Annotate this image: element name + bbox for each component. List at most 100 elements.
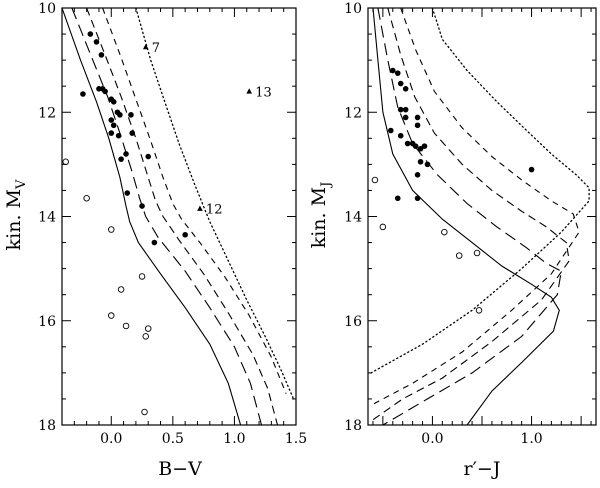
- right-filled-point: [397, 80, 404, 87]
- left-filled-point: [93, 39, 100, 45]
- right-axes: 0.0 1.0 10 12 14 16 18: [344, 1, 597, 447]
- right-filled-point: [397, 132, 404, 139]
- right-curve-short-dash: [372, 8, 580, 405]
- right-curve-dotted: [370, 8, 590, 374]
- right-open-point: [379, 223, 387, 231]
- right-filled-point: [414, 114, 421, 121]
- right-y-tick-label: 14: [344, 210, 362, 226]
- right-filled-point: [424, 161, 431, 168]
- right-curve-solid: [372, 8, 560, 425]
- left-filled-point: [115, 132, 122, 139]
- right-y-tick-label: 10: [344, 1, 362, 17]
- left-filled-point: [102, 88, 108, 95]
- left-open-point: [117, 286, 125, 293]
- right-open-point: [455, 252, 463, 259]
- left-x-tick-label: 0.0: [100, 431, 122, 447]
- left-filled-point: [110, 122, 117, 129]
- right-filled-point: [421, 143, 428, 149]
- right-filled-point: [414, 172, 421, 178]
- left-filled-point: [98, 52, 105, 58]
- right-filled-point: [388, 127, 394, 134]
- right-open-point: [475, 307, 483, 314]
- left-filled-point: [139, 203, 145, 209]
- left-filled-point: [108, 130, 115, 136]
- right-filled-point: [389, 67, 396, 74]
- left-filled-point: [123, 151, 129, 157]
- left-data-points: 7 13 12: [62, 31, 272, 416]
- right-x-tick-label: 1.0: [520, 431, 542, 447]
- right-filled-point: [414, 122, 421, 129]
- left-x-tick-label: 1.5: [285, 431, 307, 447]
- right-y-axis-label-sub: J: [319, 182, 334, 189]
- right-filled-point: [412, 143, 419, 149]
- left-open-point: [122, 322, 130, 330]
- right-x-tick-label: 0.0: [421, 431, 443, 447]
- right-open-point: [473, 249, 481, 257]
- left-open-point: [141, 408, 148, 416]
- left-x-tick-label: 0.5: [162, 431, 184, 447]
- left-open-point: [108, 226, 115, 233]
- right-y-tick-label: 18: [344, 418, 362, 434]
- right-plot-frame: [367, 7, 597, 426]
- right-y-axis-label: kin. MJ: [308, 182, 334, 249]
- left-y-axis-label: kin. MV: [3, 179, 29, 250]
- right-filled-point: [402, 114, 409, 121]
- right-filled-point: [414, 195, 421, 202]
- right-filled-point: [397, 106, 404, 113]
- left-filled-point: [129, 130, 135, 136]
- left-filled-point: [87, 31, 94, 37]
- left-open-point: [144, 325, 152, 332]
- left-open-point: [142, 333, 149, 340]
- left-y-axis-label-main: kin. M: [3, 189, 25, 250]
- left-axes: 0.0 0.5 1.0 1.5 10 12 14 16 18: [38, 1, 307, 447]
- left-triangle-label: 7: [152, 41, 160, 56]
- left-triangle-point: [246, 88, 252, 94]
- left-triangle-label: 13: [255, 85, 272, 100]
- left-plot-frame: [61, 7, 297, 426]
- left-curve-dotted: [135, 8, 295, 400]
- right-filled-point: [417, 158, 424, 165]
- left-y-tick-label: 14: [38, 210, 56, 226]
- right-data-points: [371, 67, 535, 314]
- right-open-point: [441, 228, 448, 236]
- right-x-axis-label: r′−J: [464, 458, 501, 480]
- right-curve-long-dash: [377, 8, 562, 425]
- right-filled-point: [402, 106, 409, 113]
- left-open-point: [108, 312, 115, 319]
- left-filled-point: [80, 91, 86, 97]
- left-filled-point: [128, 112, 134, 118]
- left-y-tick-label: 12: [38, 105, 56, 121]
- right-isochrone-curves: [370, 8, 590, 425]
- right-y-tick-label: 12: [344, 105, 362, 121]
- left-open-point: [138, 273, 146, 280]
- left-y-axis-label-sub: V: [14, 179, 29, 190]
- left-triangle-label: 12: [206, 203, 223, 218]
- left-filled-point: [145, 153, 152, 160]
- right-filled-point: [394, 195, 401, 202]
- left-panel-bv: 7 13 12 0.0 0.5 1.0 1.5 10 12 14 16 18 B−V kin. MV: [3, 1, 307, 480]
- left-open-point: [62, 158, 69, 166]
- right-filled-point: [417, 145, 424, 152]
- right-panel-rj: 0.0 1.0 10 12 14 16 18 r′−J kin. MJ: [308, 1, 597, 480]
- left-filled-point: [110, 99, 117, 105]
- left-open-point: [83, 195, 90, 202]
- left-filled-point: [182, 231, 188, 238]
- left-filled-point: [108, 117, 115, 123]
- left-triangle-point: [197, 205, 203, 211]
- left-filled-point: [117, 112, 123, 118]
- right-filled-point: [402, 85, 409, 92]
- left-filled-point: [151, 239, 158, 246]
- left-filled-point: [118, 156, 124, 162]
- left-y-tick-label: 10: [38, 1, 56, 17]
- left-curve-dash: [86, 8, 279, 425]
- left-curve-short-dash: [102, 8, 287, 394]
- left-curve-solid: [62, 8, 242, 425]
- right-filled-point: [394, 70, 401, 76]
- left-x-axis-label: B−V: [158, 458, 202, 480]
- left-filled-point: [124, 190, 131, 196]
- right-curve-dash: [372, 8, 570, 421]
- right-y-axis-label-main: kin. M: [308, 187, 330, 248]
- right-filled-point: [528, 166, 535, 173]
- left-triangle-point: [142, 43, 149, 50]
- left-curve-long-dash: [71, 8, 263, 425]
